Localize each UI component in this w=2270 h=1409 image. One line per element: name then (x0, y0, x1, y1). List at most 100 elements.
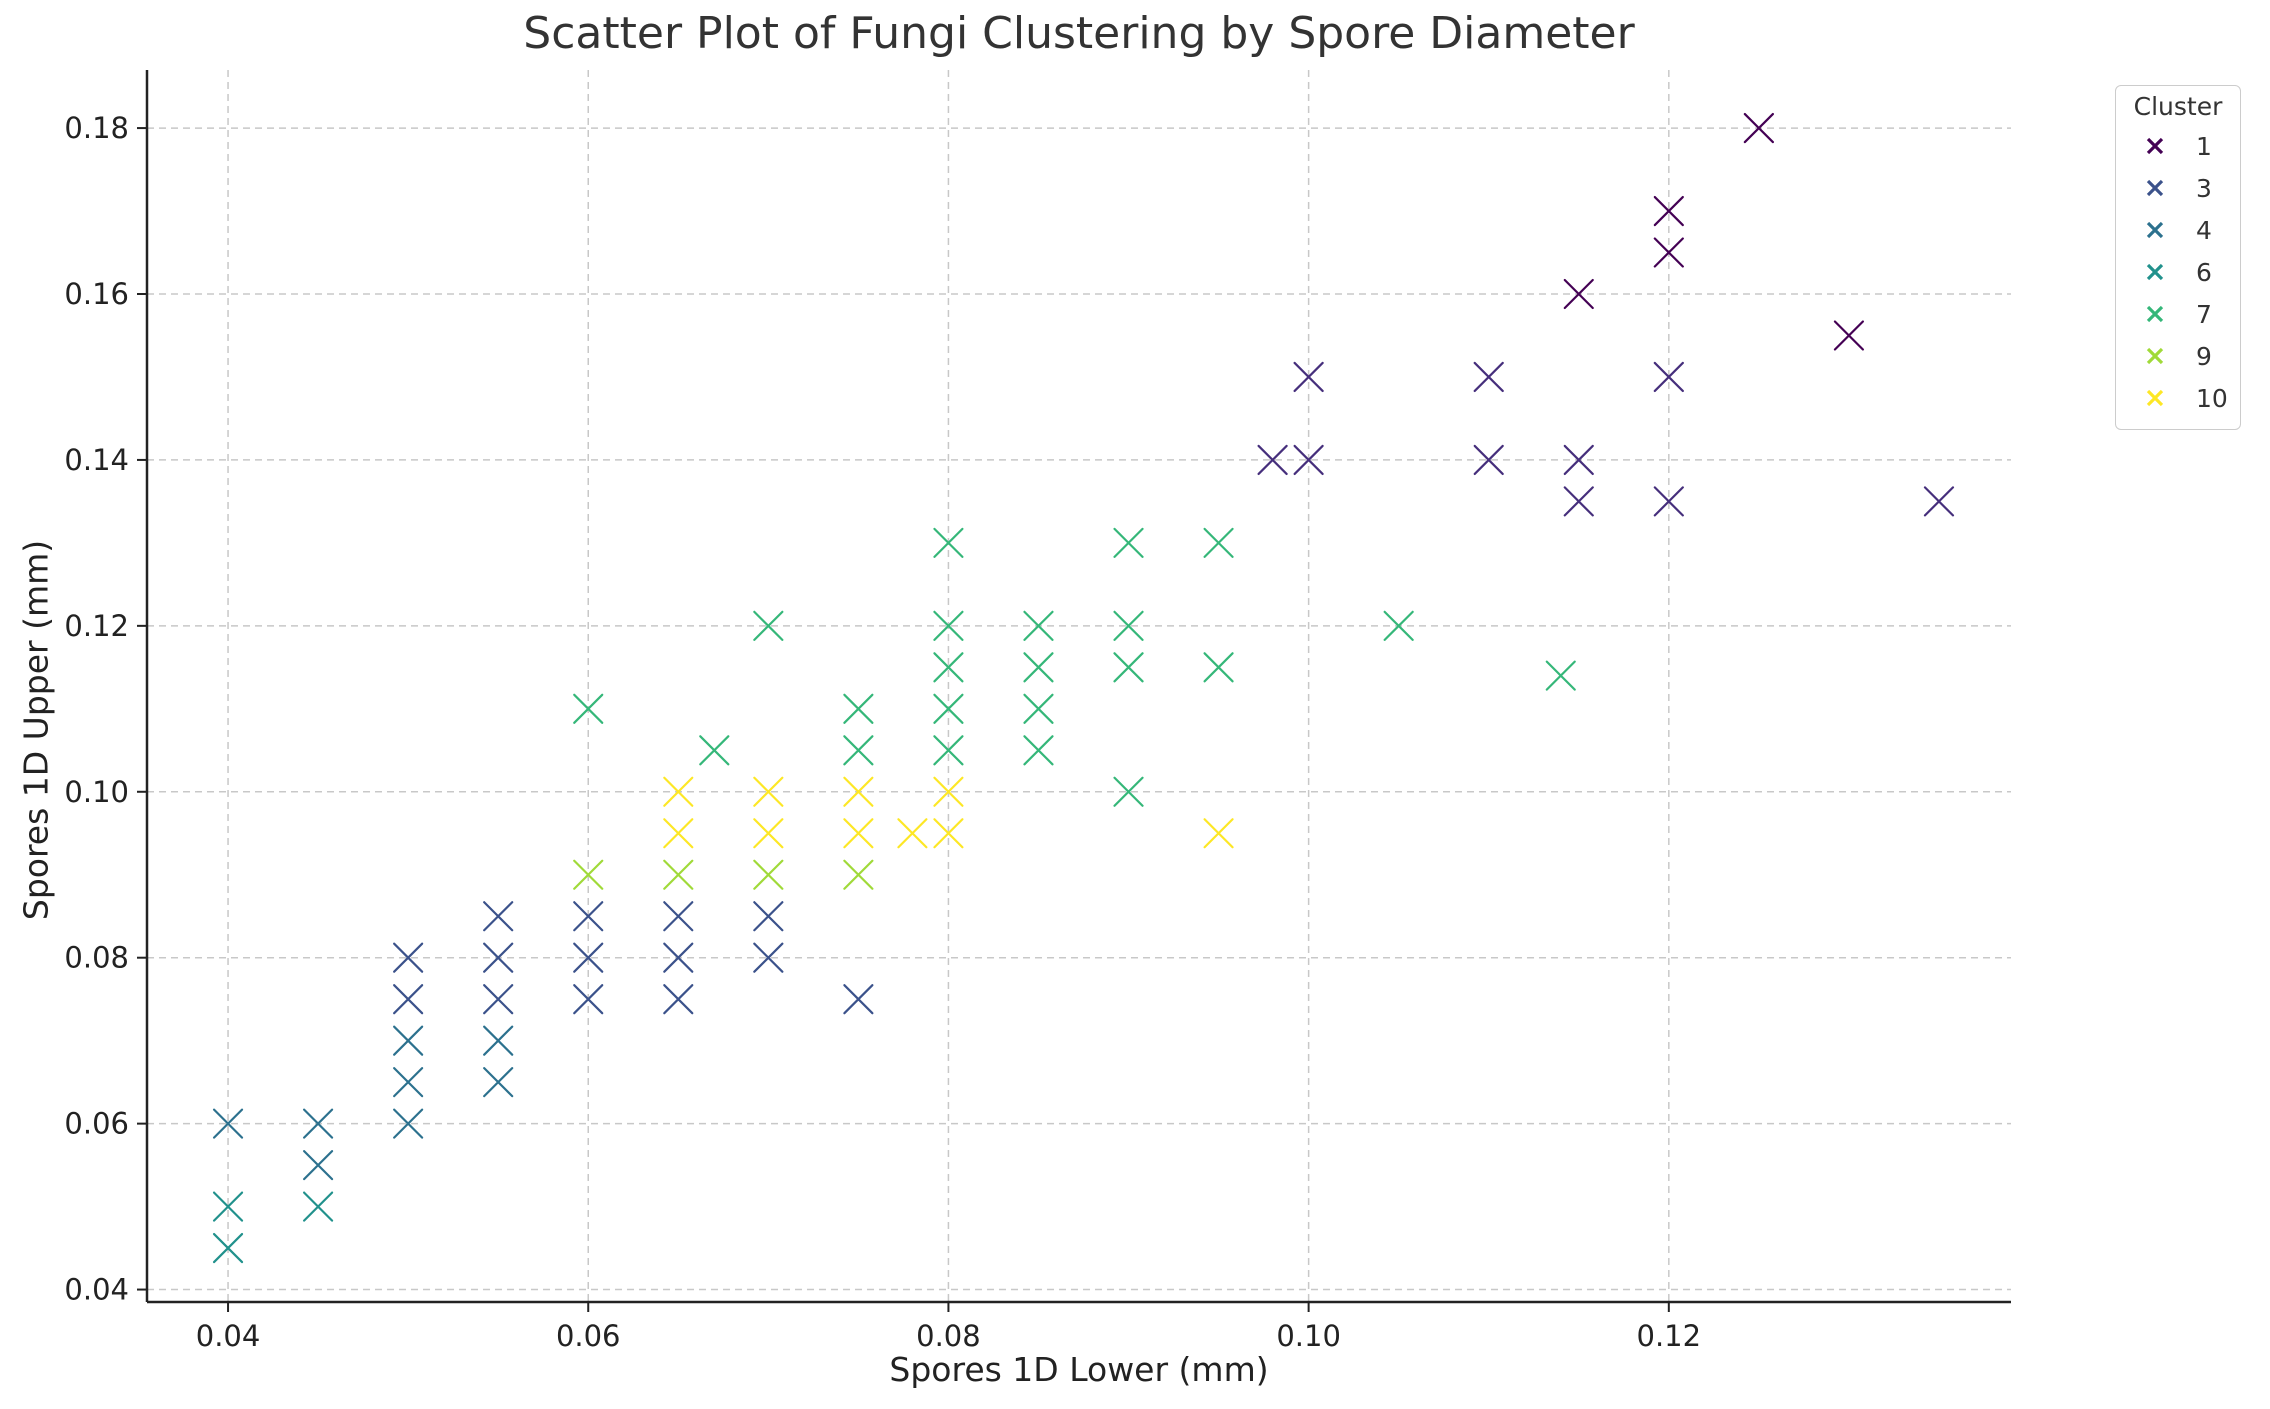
legend-label: 10 (2196, 383, 2228, 413)
data-point (1833, 320, 1865, 351)
legend-items: 1 3 4 6 7 9 10 (2116, 125, 2240, 419)
data-point (933, 610, 964, 641)
data-point (1023, 652, 1054, 683)
legend-item: 4 (2116, 209, 2240, 251)
data-point (1293, 361, 1324, 393)
data-point (933, 776, 964, 807)
legend-label: 4 (2196, 215, 2212, 245)
y-tick-label: 0.12 (64, 609, 129, 643)
data-point (1203, 527, 1234, 558)
data-point (1563, 486, 1594, 517)
data-point (1023, 735, 1054, 766)
data-point (393, 984, 424, 1015)
x-marker-icon (2146, 347, 2164, 365)
x-marker-icon (2146, 221, 2164, 239)
legend-label: 9 (2196, 341, 2212, 371)
data-point (302, 1108, 334, 1139)
data-point (302, 1191, 334, 1222)
data-point (1743, 112, 1774, 144)
data-point (1023, 610, 1054, 641)
data-point (843, 693, 874, 724)
series-cluster-4 (393, 901, 874, 1015)
data-point (1923, 486, 1955, 517)
data-point (573, 901, 604, 932)
legend-label: 7 (2196, 299, 2212, 329)
x-axis-label: Spores 1D Lower (mm) (889, 1350, 1269, 1389)
x-marker-icon (2146, 389, 2164, 407)
data-point (1203, 818, 1234, 849)
data-point (573, 984, 604, 1015)
data-point (1257, 444, 1288, 476)
data-point (483, 1067, 514, 1098)
data-point (1473, 361, 1504, 393)
data-point (933, 652, 964, 683)
data-point (753, 610, 784, 641)
legend-item: 10 (2116, 377, 2240, 419)
y-tick-label: 0.18 (64, 111, 129, 145)
data-point (843, 776, 874, 807)
x-marker-icon (2146, 179, 2164, 197)
data-point (663, 942, 694, 973)
y-tick-label: 0.06 (64, 1107, 129, 1141)
x-marker-icon (2146, 305, 2164, 323)
data-point (663, 859, 694, 890)
data-point (483, 942, 514, 973)
data-point (1653, 195, 1684, 227)
data-point (843, 818, 874, 849)
data-point (573, 942, 604, 973)
data-point (483, 901, 514, 932)
series-cluster-10 (573, 859, 874, 890)
data-point (663, 818, 694, 849)
data-point (1113, 776, 1144, 807)
data-point (393, 1108, 424, 1139)
y-axis-label: Spores 1D Upper (mm) (16, 539, 56, 921)
data-point (393, 1025, 424, 1056)
data-point (212, 1191, 244, 1222)
data-point (663, 901, 694, 932)
data-point (483, 1025, 514, 1056)
data-point (573, 693, 604, 724)
data-point (933, 818, 964, 849)
series-cluster-9 (573, 527, 1576, 807)
series-cluster-6 (212, 1025, 514, 1181)
legend: Cluster 1 3 4 6 7 9 10 (2115, 85, 2241, 430)
data-point (393, 942, 424, 973)
series-cluster-7 (212, 1191, 334, 1264)
data-point (1653, 237, 1684, 268)
data-point (897, 818, 928, 849)
y-tick-label: 0.14 (64, 443, 129, 477)
data-point (699, 735, 730, 766)
x-tick-label: 0.08 (916, 1319, 981, 1353)
x-tick-label: 0.06 (556, 1319, 621, 1353)
data-point (1113, 610, 1144, 641)
series-cluster- (663, 776, 1234, 849)
data-point (1113, 652, 1144, 683)
y-tick-label: 0.08 (64, 941, 129, 975)
data-point (1563, 444, 1594, 476)
legend-label: 3 (2196, 173, 2212, 203)
axes (137, 70, 2011, 1312)
legend-item: 3 (2116, 167, 2240, 209)
y-tick-label: 0.10 (64, 775, 129, 809)
data-point (843, 984, 874, 1015)
data-point (1203, 652, 1234, 683)
data-point (212, 1232, 244, 1264)
data-point (753, 942, 784, 973)
data-point (1473, 444, 1504, 476)
x-tick-label: 0.12 (1637, 1319, 1702, 1353)
y-tick-label: 0.04 (64, 1273, 129, 1307)
legend-title: Cluster (2133, 92, 2223, 121)
grid-lines (147, 70, 2011, 1302)
data-point (302, 1150, 334, 1181)
legend-item: 7 (2116, 293, 2240, 335)
y-tick-label: 0.16 (64, 277, 129, 311)
data-point (663, 776, 694, 807)
data-point (212, 1108, 244, 1139)
data-point (1293, 444, 1324, 476)
data-point (483, 984, 514, 1015)
data-point (753, 901, 784, 932)
data-point (1383, 610, 1414, 641)
data-point (663, 984, 694, 1015)
chart-title: Scatter Plot of Fungi Clustering by Spor… (523, 8, 1635, 59)
tick-labels: 0.04 0.06 0.08 0.10 0.12 0.04 0.06 0.08 0.10 0.12… (64, 111, 1701, 1353)
